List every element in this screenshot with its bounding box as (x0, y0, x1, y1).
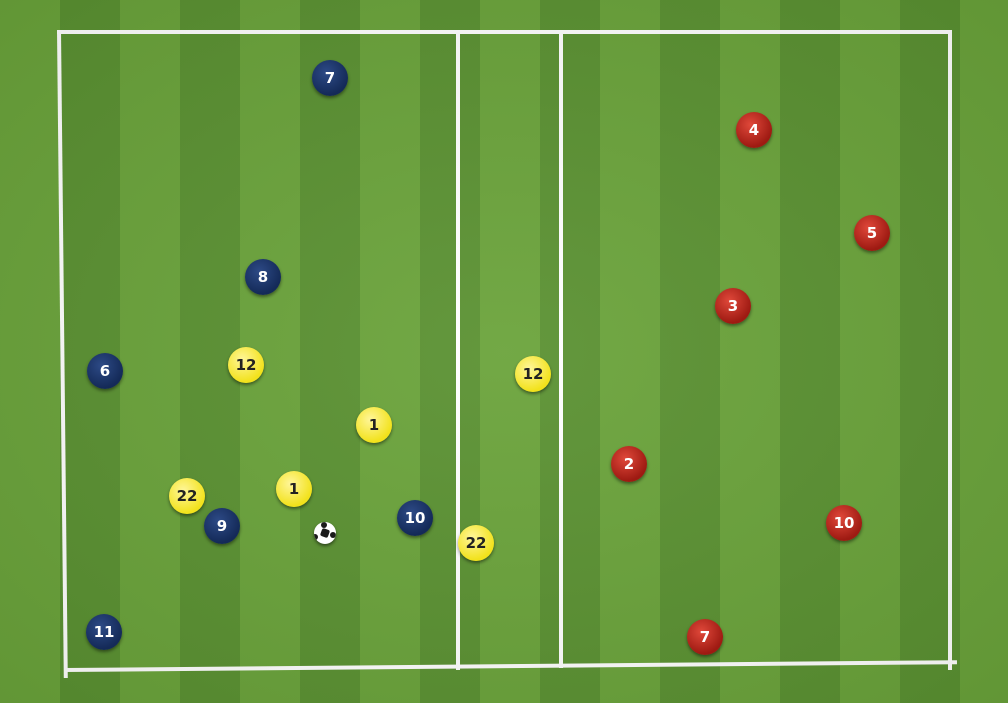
left-line (57, 29, 68, 678)
yellow-player-22-b[interactable]: 22 (458, 525, 494, 561)
yellow-player-1[interactable]: 1 (356, 407, 392, 443)
middle-line-right (559, 30, 563, 668)
bottom-line (63, 660, 957, 672)
yellow-player-1-b[interactable]: 1 (276, 471, 312, 507)
red-player-3[interactable]: 3 (715, 288, 751, 324)
yellow-player-12[interactable]: 12 (228, 347, 264, 383)
red-player-5[interactable]: 5 (854, 215, 890, 251)
navy-player-7[interactable]: 7 (312, 60, 348, 96)
red-player-2[interactable]: 2 (611, 446, 647, 482)
red-player-10[interactable]: 10 (826, 505, 862, 541)
yellow-player-12-b[interactable]: 12 (515, 356, 551, 392)
navy-player-6[interactable]: 6 (87, 353, 123, 389)
right-line (948, 30, 952, 670)
navy-player-11[interactable]: 11 (86, 614, 122, 650)
soccer-ball-icon[interactable] (314, 522, 336, 544)
top-line (57, 30, 951, 34)
navy-player-10[interactable]: 10 (397, 500, 433, 536)
navy-player-8[interactable]: 8 (245, 259, 281, 295)
red-player-4[interactable]: 4 (736, 112, 772, 148)
red-player-7[interactable]: 7 (687, 619, 723, 655)
yellow-player-22[interactable]: 22 (169, 478, 205, 514)
middle-line-left (456, 30, 460, 670)
navy-player-9[interactable]: 9 (204, 508, 240, 544)
